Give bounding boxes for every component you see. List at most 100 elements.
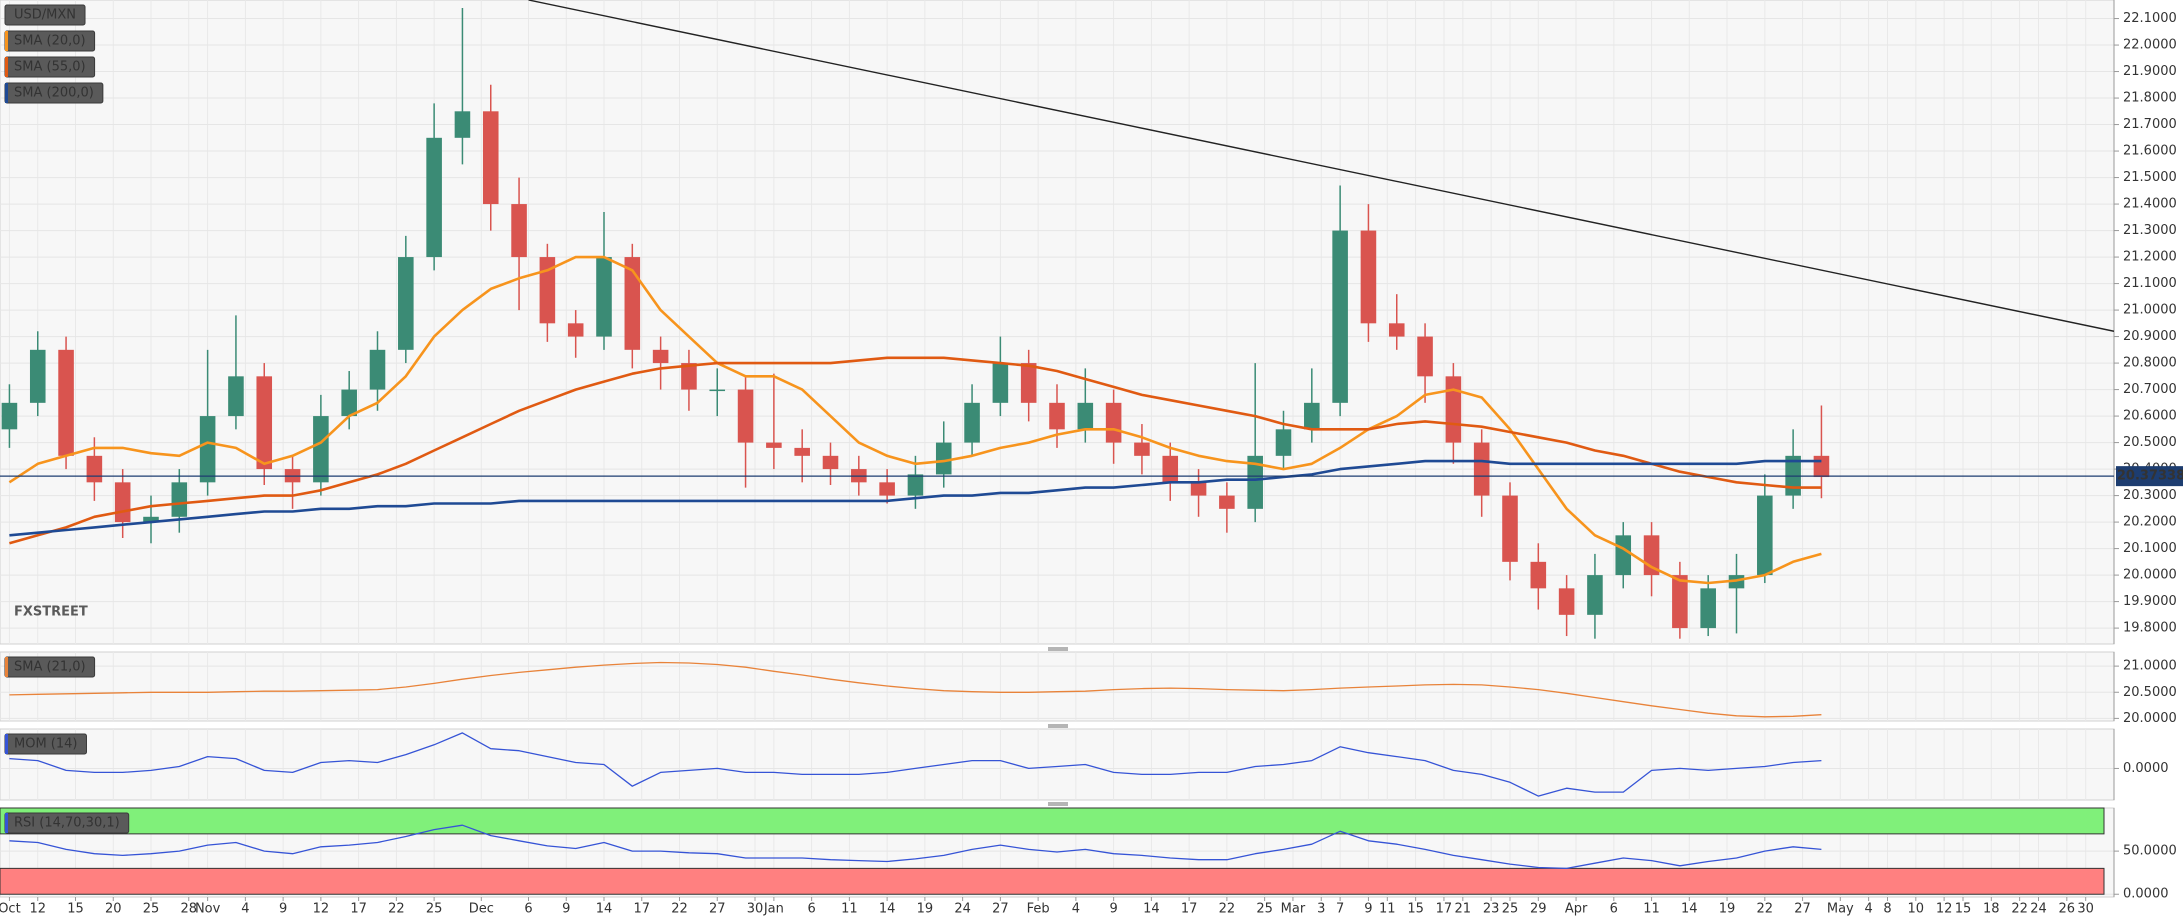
candle-body (1275, 429, 1292, 456)
x-tick-label: 28 (180, 902, 197, 917)
candle-body (1700, 588, 1716, 629)
panel-resize-handle[interactable] (1048, 802, 1068, 806)
x-tick-label: 9 (562, 902, 570, 917)
x-tick-label: 6 (524, 902, 532, 917)
candle-body (256, 376, 273, 470)
x-tick-label: 9 (279, 902, 287, 917)
legend-swatch (5, 83, 8, 103)
sma-line (8, 255, 1822, 585)
candle-body (709, 389, 726, 392)
x-tick-label: 6 (807, 902, 815, 917)
candle-body (1077, 402, 1094, 430)
sma-line (9, 356, 1822, 545)
legend-label: MOM (14) (14, 737, 77, 752)
x-tick-label: 4 (241, 902, 249, 917)
y-tick-label: 20.0000 (2123, 568, 2177, 583)
candle-body (1473, 442, 1490, 496)
legend-label: USD/MXN (14, 8, 76, 23)
y-tick-label: 20.5000 (2123, 435, 2177, 450)
y-tick-label: 21.7000 (2123, 117, 2177, 132)
y-tick-label: 21.0000 (2123, 303, 2177, 318)
last-price-box (2116, 466, 2183, 487)
x-tick-label: 25 (1502, 902, 1519, 917)
watermark: STREET (33, 605, 88, 620)
x-tick-label: 15 (67, 902, 84, 917)
candle-body (1360, 230, 1377, 324)
panel-resize-handle[interactable] (1048, 724, 1068, 728)
x-tick-label: 17 (633, 902, 650, 917)
panel-resize-handle[interactable] (1048, 647, 1068, 651)
x-tick-label: 24 (954, 902, 971, 917)
candle-body (1, 402, 18, 430)
candle-body (907, 474, 924, 496)
x-tick-label: 21 (1455, 902, 1472, 917)
y-tick-label: 21.4000 (2123, 197, 2177, 212)
watermark: FX (14, 605, 33, 620)
candle-body (341, 389, 357, 417)
candle-body (1587, 575, 1603, 615)
candle-body (1105, 402, 1122, 443)
candle-body (1049, 402, 1065, 430)
x-tick-label: 17 (1436, 902, 1453, 917)
x-tick-label: Mar (1281, 902, 1306, 917)
x-tick-label: Apr (1565, 902, 1588, 917)
candle-body (1190, 482, 1207, 496)
candle-body (1615, 535, 1632, 576)
y-tick-label: 19.9000 (2123, 594, 2177, 609)
candle-body (171, 482, 188, 517)
x-tick-label: May (1827, 902, 1854, 917)
x-tick-label: 17 (350, 902, 367, 917)
candle-body (1445, 376, 1462, 443)
x-tick-label: 22 (671, 902, 688, 917)
candle-body (1247, 455, 1263, 509)
x-tick-label: 8 (1883, 902, 1891, 917)
candle-body (369, 349, 386, 390)
x-tick-label: 6 (1610, 902, 1618, 917)
candle-body (398, 257, 414, 350)
indicator-line (9, 824, 1822, 870)
y-tick-label: 20.6000 (2123, 409, 2177, 424)
candle-body (454, 111, 471, 138)
y-tick-label: 21.1000 (2123, 276, 2177, 291)
legend-swatch (5, 31, 8, 51)
x-tick-label: 9 (1364, 902, 1372, 917)
legend-box (4, 4, 86, 26)
legend-swatch (5, 734, 8, 754)
x-tick-label: 25 (426, 902, 443, 917)
panel-background (0, 651, 2115, 722)
x-tick-label: 14 (1681, 902, 1698, 917)
last-price-label: 20.37338 (2117, 469, 2183, 484)
trendline (528, 0, 2114, 332)
x-tick-label: 22 (2011, 902, 2028, 917)
candle-body (1672, 575, 1688, 629)
candle-body (114, 482, 131, 523)
legend-label: SMA (20,0) (14, 34, 86, 49)
candle-body (964, 402, 980, 443)
legend-label: SMA (200,0) (14, 86, 94, 101)
candle-body (822, 455, 839, 470)
x-tick-label: 3 (1317, 902, 1325, 917)
candle-body (992, 363, 1009, 403)
x-tick-label: 19 (917, 902, 934, 917)
candle-body (1530, 561, 1547, 589)
candle-body (652, 349, 669, 364)
y-tick-label: 21.8000 (2123, 91, 2177, 106)
x-tick-label: 15 (1955, 902, 1972, 917)
candle-body (539, 257, 556, 324)
y-tick-label: 20.2000 (2123, 515, 2177, 530)
candle-body (794, 447, 810, 456)
x-tick-label: 12 (313, 902, 330, 917)
x-tick-label: 27 (1794, 902, 1811, 917)
candle-body (1502, 495, 1518, 562)
candle-body (511, 204, 527, 258)
x-tick-label: 19 (1719, 902, 1736, 917)
y-tick-label: 21.5000 (2123, 170, 2177, 185)
x-tick-label: 26 (2059, 902, 2076, 917)
y-tick-label: 20.9000 (2123, 329, 2177, 344)
indicator-line (9, 661, 1822, 718)
x-tick-label: 9 (1109, 902, 1117, 917)
x-tick-label: 23 (1483, 902, 1500, 917)
x-tick-label: 14 (596, 902, 613, 917)
candle-body (482, 111, 499, 205)
y-tick-label: 20.8000 (2123, 356, 2177, 371)
